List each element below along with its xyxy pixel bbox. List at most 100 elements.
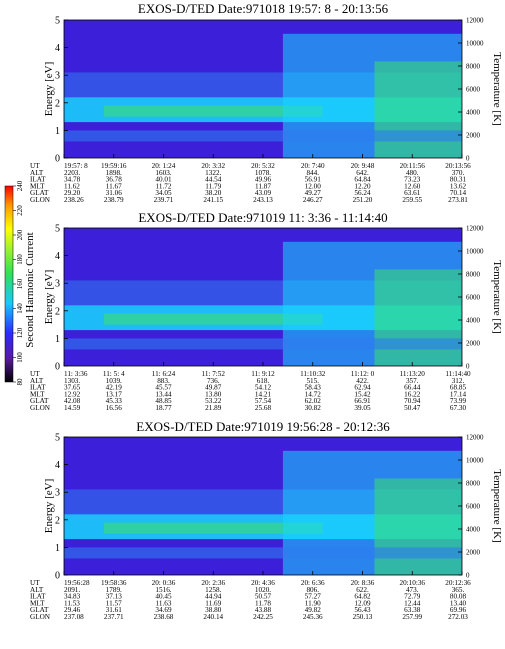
- orbit-value-ut: 19:58:36: [101, 579, 127, 587]
- energy-tick-label: 0: [55, 362, 60, 373]
- temperature-tick-label: 2000: [466, 340, 481, 348]
- colorbar-tick-label: 100: [16, 352, 24, 363]
- orbit-value-mlt: 11.78: [255, 599, 271, 607]
- orbit-value-glon: 16.56: [106, 404, 123, 412]
- orbit-value-mlt: 12.60: [404, 182, 421, 190]
- orbit-value-alt: 883.: [157, 377, 170, 385]
- orbit-value-ut: 20:12:36: [445, 579, 471, 587]
- orbit-row-label-glon: GLON: [30, 404, 51, 412]
- orbit-value-glon: 243.13: [253, 196, 273, 204]
- orbit-value-mlt: 11.63: [156, 599, 172, 607]
- orbit-value-ilat: 57.27: [305, 593, 322, 601]
- colorbar-gradient: [4, 185, 14, 383]
- orbit-value-glon: 237.71: [104, 613, 124, 621]
- orbit-value-mlt: 13.17: [106, 390, 123, 398]
- orbit-value-alt: 365.: [452, 586, 465, 594]
- energy-tick-label: 5: [55, 224, 60, 235]
- colorbar-tick-label: 240: [16, 180, 24, 191]
- orbit-value-mlt: 13.44: [155, 390, 172, 398]
- orbit-value-alt: 844.: [306, 169, 319, 177]
- orbit-value-alt: 1789.: [106, 586, 122, 594]
- orbit-row-label-glat: GLAT: [30, 189, 49, 197]
- orbit-value-ut: 20:13:56: [445, 162, 471, 170]
- orbit-value-glon: 273.81: [448, 196, 468, 204]
- orbit-value-glon: 238.79: [104, 196, 124, 204]
- orbit-value-ut: 11:10:32: [300, 370, 326, 378]
- colorbar-tick-label: 220: [16, 205, 24, 216]
- orbit-value-glon: 239.71: [154, 196, 174, 204]
- heatmap-area: [64, 20, 462, 158]
- orbit-value-ilat: 54.12: [255, 384, 272, 392]
- orbit-value-mlt: 12.44: [404, 599, 421, 607]
- orbit-value-mlt: 11.69: [205, 599, 221, 607]
- energy-tick-label: 3: [55, 488, 60, 499]
- orbit-value-glon: 25.68: [255, 404, 272, 412]
- orbit-value-glon: 245.36: [303, 613, 323, 621]
- orbit-value-glat: 43.09: [255, 189, 272, 197]
- orbit-value-ut: 20: 7:40: [301, 162, 325, 170]
- orbit-value-ilat: 64.82: [354, 593, 371, 601]
- orbit-value-mlt: 11.57: [106, 599, 122, 607]
- orbit-value-alt: 357.: [406, 377, 419, 385]
- energy-tick-label: 0: [55, 154, 60, 165]
- temperature-tick-label: 10000: [466, 248, 484, 256]
- temperature-tick-label: 2000: [466, 549, 481, 557]
- orbit-value-alt: 480.: [406, 169, 419, 177]
- orbit-value-ilat: 40.01: [155, 176, 172, 184]
- orbit-value-ut: 20: 3:32: [201, 162, 225, 170]
- temperature-tick-label: 8000: [466, 63, 481, 71]
- orbit-value-mlt: 11.87: [255, 182, 271, 190]
- orbit-value-glat: 29.46: [64, 606, 81, 614]
- orbit-row-label-ut: UT: [30, 579, 40, 587]
- orbit-row-label-mlt: MLT: [30, 599, 45, 607]
- orbit-value-alt: 1603.: [155, 169, 171, 177]
- orbit-row-label-alt: ALT: [30, 377, 44, 385]
- heatmap-area: [64, 228, 462, 366]
- orbit-value-alt: 1898.: [106, 169, 122, 177]
- colorbar-tick-label: 200: [16, 229, 24, 240]
- energy-tick-label: 3: [55, 279, 60, 290]
- heatmap-band-low: [64, 130, 462, 142]
- orbit-value-ilat: 37.65: [64, 384, 81, 392]
- orbit-value-ilat: 68.85: [450, 384, 467, 392]
- orbit-value-ut: 20: 8:36: [351, 579, 375, 587]
- energy-tick-label: 5: [55, 433, 60, 444]
- orbit-value-glat: 38.20: [205, 189, 222, 197]
- orbit-value-alt: 312.: [452, 377, 465, 385]
- orbit-value-ilat: 45.57: [155, 384, 172, 392]
- orbit-value-mlt: 11.53: [64, 599, 80, 607]
- orbit-value-glon: 237.08: [64, 613, 84, 621]
- orbit-value-glat: 63.38: [404, 606, 421, 614]
- temperature-tick-label: 6000: [466, 294, 481, 302]
- orbit-value-mlt: 12.20: [354, 182, 371, 190]
- temperature-tick-label: 4000: [466, 317, 481, 325]
- spectrogram-panel-1: EXOS-D/TED Date:971018 19:57: 8 - 20:13:…: [30, 1, 503, 204]
- orbit-value-alt: 1020.: [255, 586, 271, 594]
- orbit-value-glat: 57.54: [255, 397, 272, 405]
- orbit-value-glon: 250.13: [353, 613, 373, 621]
- orbit-value-alt: 736.: [207, 377, 220, 385]
- orbit-value-ut: 19:59:16: [101, 162, 127, 170]
- energy-tick-label: 0: [55, 571, 60, 582]
- orbit-value-ut: 20: 1:24: [152, 162, 176, 170]
- orbit-value-glon: 242.25: [253, 613, 273, 621]
- orbit-value-mlt: 11.90: [305, 599, 321, 607]
- orbit-value-glon: 50.47: [404, 404, 421, 412]
- temperature-tick-label: 0: [466, 572, 470, 580]
- orbit-row-label-alt: ALT: [30, 586, 44, 594]
- energy-tick-label: 2: [55, 306, 60, 317]
- heatmap-band-core: [103, 313, 323, 325]
- orbit-value-glat: 43.88: [255, 606, 272, 614]
- orbit-value-ut: 20: 4:36: [251, 579, 275, 587]
- temperature-tick-label: 0: [466, 155, 470, 163]
- orbit-row-label-glon: GLON: [30, 613, 51, 621]
- orbit-value-mlt: 16.22: [404, 390, 421, 398]
- orbit-value-glon: 30.82: [305, 404, 322, 412]
- heatmap-right-core: [374, 269, 462, 366]
- orbit-value-glat: 56.24: [354, 189, 371, 197]
- temperature-tick-label: 12000: [466, 434, 484, 442]
- temperature-tick-label: 4000: [466, 109, 481, 117]
- orbit-row-label-ilat: ILAT: [30, 593, 46, 601]
- orbit-value-glat: 34.05: [155, 189, 172, 197]
